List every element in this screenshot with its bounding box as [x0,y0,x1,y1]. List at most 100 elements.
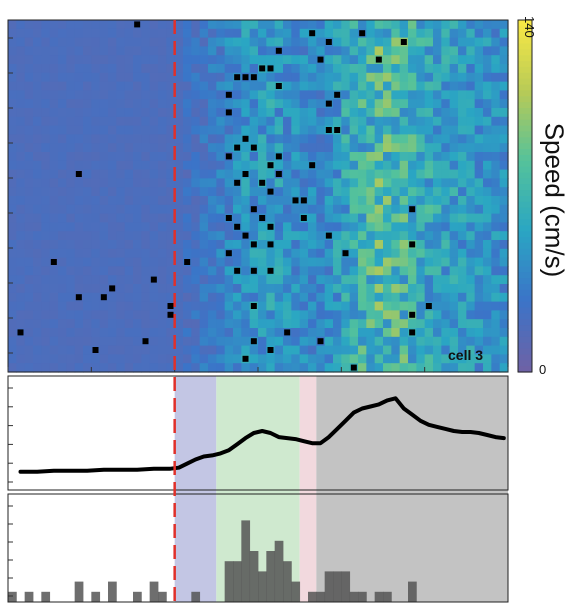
heatmap-cell [416,90,426,100]
heatmap-cell [183,152,192,162]
heatmap-cell [483,275,492,285]
heatmap-cell [141,292,151,303]
heatmap-cell [49,169,59,179]
heatmap-cell [241,196,251,206]
heatmap-cell [58,37,67,47]
heatmap-cell [183,64,192,74]
heatmap-cell [66,328,76,338]
heatmap-cell [283,275,292,285]
heatmap-cell [291,72,301,83]
heatmap-cell [149,363,159,373]
heatmap-cell [183,240,192,250]
heatmap-cell [224,178,234,188]
heatmap-cell [174,328,184,338]
heatmap-cell [266,99,276,109]
heatmap-cell [341,125,351,135]
heatmap-cell [166,328,176,338]
spike-mark [267,241,274,248]
heatmap-cell [374,204,384,215]
heatmap-cell [274,284,284,294]
heatmap-cell [216,222,226,232]
heatmap-cell [474,257,484,267]
heatmap-cell [441,363,451,373]
heatmap-cell [191,301,201,311]
heatmap-cell [258,160,267,171]
heatmap-cell [66,55,76,65]
heatmap-cell [191,46,201,56]
heatmap-cell [224,187,234,197]
heatmap-cell [383,275,392,285]
colorbar-swatch [518,231,532,238]
heatmap-cell [124,257,134,267]
heatmap-cell [483,363,492,373]
heatmap-cell [91,152,101,162]
heatmap-cell [358,90,367,100]
heatmap-cell [208,72,217,83]
heatmap-cell [299,134,309,144]
colorbar-swatch [518,25,532,33]
heatmap-cell [441,160,451,171]
heatmap-cell [399,187,409,197]
heatmap-cell [124,178,134,188]
heatmap-cell [91,319,101,329]
heatmap-cell [183,143,192,153]
heatmap-cell [174,204,184,215]
spike-mark [142,338,149,345]
heatmap-cell [149,178,159,188]
heatmap-cell [83,275,92,285]
heatmap-cell [458,204,467,215]
heatmap-cell [383,336,392,347]
heatmap-cell [199,152,209,162]
heatmap-cell [8,178,17,188]
heatmap-cell [141,328,151,338]
heatmap-cell [441,187,451,197]
heatmap-cell [308,266,317,276]
heatmap-cell [466,301,476,311]
heatmap-cell [16,152,26,162]
heatmap-cell [324,116,334,127]
heatmap-cell [241,319,251,329]
heatmap-cell [349,213,359,223]
histogram-bar [374,591,384,602]
heatmap-cell [49,187,59,197]
colorbar-swatch [518,143,532,150]
heatmap-cell [24,257,34,267]
heatmap-cell [258,90,267,100]
heatmap-cell [416,222,426,232]
spike-mark [300,197,307,204]
heatmap-cell [466,46,476,56]
heatmap-cell [58,292,67,303]
heatmap-cell [191,81,201,91]
heatmap-cell [191,28,201,39]
heatmap-cell [258,248,267,259]
heatmap-cell [466,178,476,188]
heatmap-cell [416,328,426,338]
heatmap-cell [483,108,492,118]
heatmap-cell [141,28,151,39]
colorbar-swatch [518,154,532,162]
colorbar-swatch [518,213,532,221]
heatmap-cell [91,275,101,285]
spike-mark [242,135,249,142]
heatmap-cell [8,292,17,303]
heatmap-cell [166,363,176,373]
heatmap-cell [433,37,442,47]
spike-mark [250,338,257,345]
heatmap-cell [8,354,17,364]
heatmap-cell [333,328,342,338]
heatmap-cell [58,301,67,311]
colorbar-swatch [518,61,532,68]
heatmap-cell [58,99,67,109]
colorbar-swatch [518,102,532,109]
heatmap-cell [241,222,251,232]
heatmap-cell [33,336,42,347]
heatmap-cell [116,108,126,118]
heatmap-cell [474,328,484,338]
heatmap-cell [283,28,292,39]
heatmap-cell [58,363,67,373]
heatmap-cell [199,240,209,250]
heatmap-cell [83,222,92,232]
heatmap-cell [491,55,501,65]
heatmap-cell [158,160,167,171]
heatmap-cell [233,363,242,373]
